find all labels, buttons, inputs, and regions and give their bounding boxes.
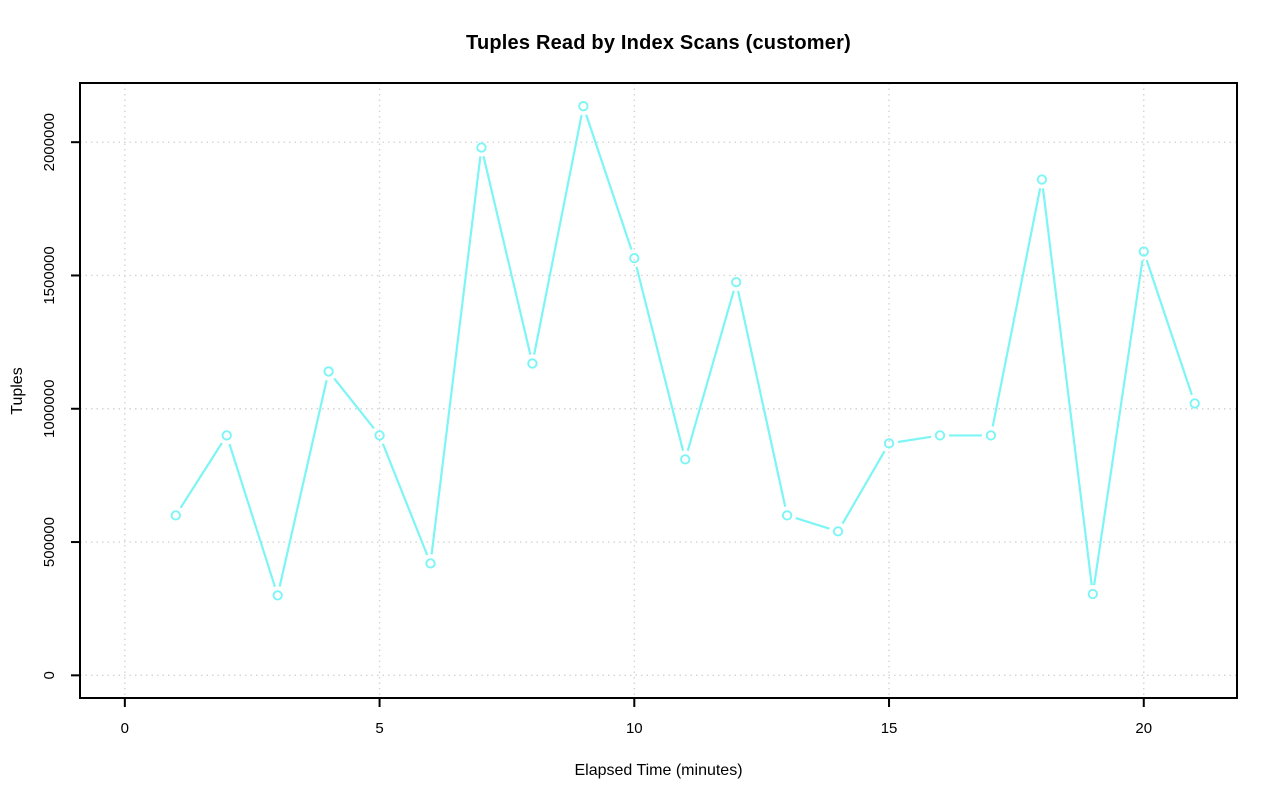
line-segment — [482, 156, 532, 355]
line-segment — [737, 290, 787, 507]
data-point — [985, 430, 997, 441]
x-tick-label: 20 — [1135, 720, 1152, 737]
line-segment — [381, 443, 429, 556]
data-point — [781, 510, 793, 521]
line-segment — [333, 377, 375, 430]
data-point — [883, 438, 895, 449]
data-point — [629, 252, 640, 264]
y-tick-label: 2000000 — [41, 113, 58, 171]
line-segment — [795, 517, 830, 530]
line-segment — [1041, 188, 1093, 586]
data-point — [934, 430, 946, 441]
line-segment — [533, 114, 583, 355]
axis-ticks: 0 5 10 15 20 0 500000 1000000 1500000 2000000 — [41, 113, 1152, 737]
data-point — [374, 430, 385, 441]
line-segment — [841, 450, 886, 525]
line-segment — [686, 290, 735, 452]
data-point — [170, 510, 181, 521]
data-points — [170, 101, 1200, 601]
data-point — [578, 101, 589, 112]
line-segment — [430, 156, 482, 555]
line-segment — [635, 266, 685, 451]
line-segment — [179, 442, 223, 509]
chart-title: Tuples Read by Index Scans (customer) — [466, 32, 851, 54]
data-point — [1036, 174, 1048, 185]
data-point — [1189, 398, 1200, 409]
data-point — [731, 276, 742, 288]
x-tick-label: 10 — [626, 720, 643, 737]
line-segment — [1093, 260, 1144, 586]
line-segment — [897, 435, 932, 444]
data-point — [1138, 246, 1149, 257]
gridlines — [80, 83, 1237, 698]
y-tick-label: 1500000 — [41, 246, 58, 304]
x-tick-label: 15 — [881, 720, 898, 737]
line-segment — [228, 443, 276, 588]
line-segment — [991, 188, 1042, 427]
plot-border — [79, 82, 1238, 699]
y-tick-label: 500000 — [41, 517, 58, 567]
data-point — [680, 454, 691, 465]
data-point — [476, 142, 487, 153]
line-segment — [1145, 259, 1193, 396]
x-tick-label: 5 — [375, 720, 383, 737]
line-segment — [585, 114, 633, 250]
x-axis-label: Elapsed Time (minutes) — [574, 762, 743, 779]
data-point — [272, 590, 283, 601]
data-point — [832, 526, 844, 537]
y-tick-label: 0 — [41, 671, 58, 679]
x-tick-label: 0 — [121, 720, 129, 737]
data-point — [527, 358, 538, 369]
data-point — [425, 558, 436, 569]
y-axis-label: Tuples — [9, 367, 26, 415]
data-point — [323, 366, 334, 377]
line-segment — [278, 379, 328, 587]
y-tick-label: 1000000 — [41, 380, 58, 438]
data-line — [179, 114, 1193, 588]
data-point — [1087, 588, 1098, 600]
data-point — [221, 430, 232, 441]
